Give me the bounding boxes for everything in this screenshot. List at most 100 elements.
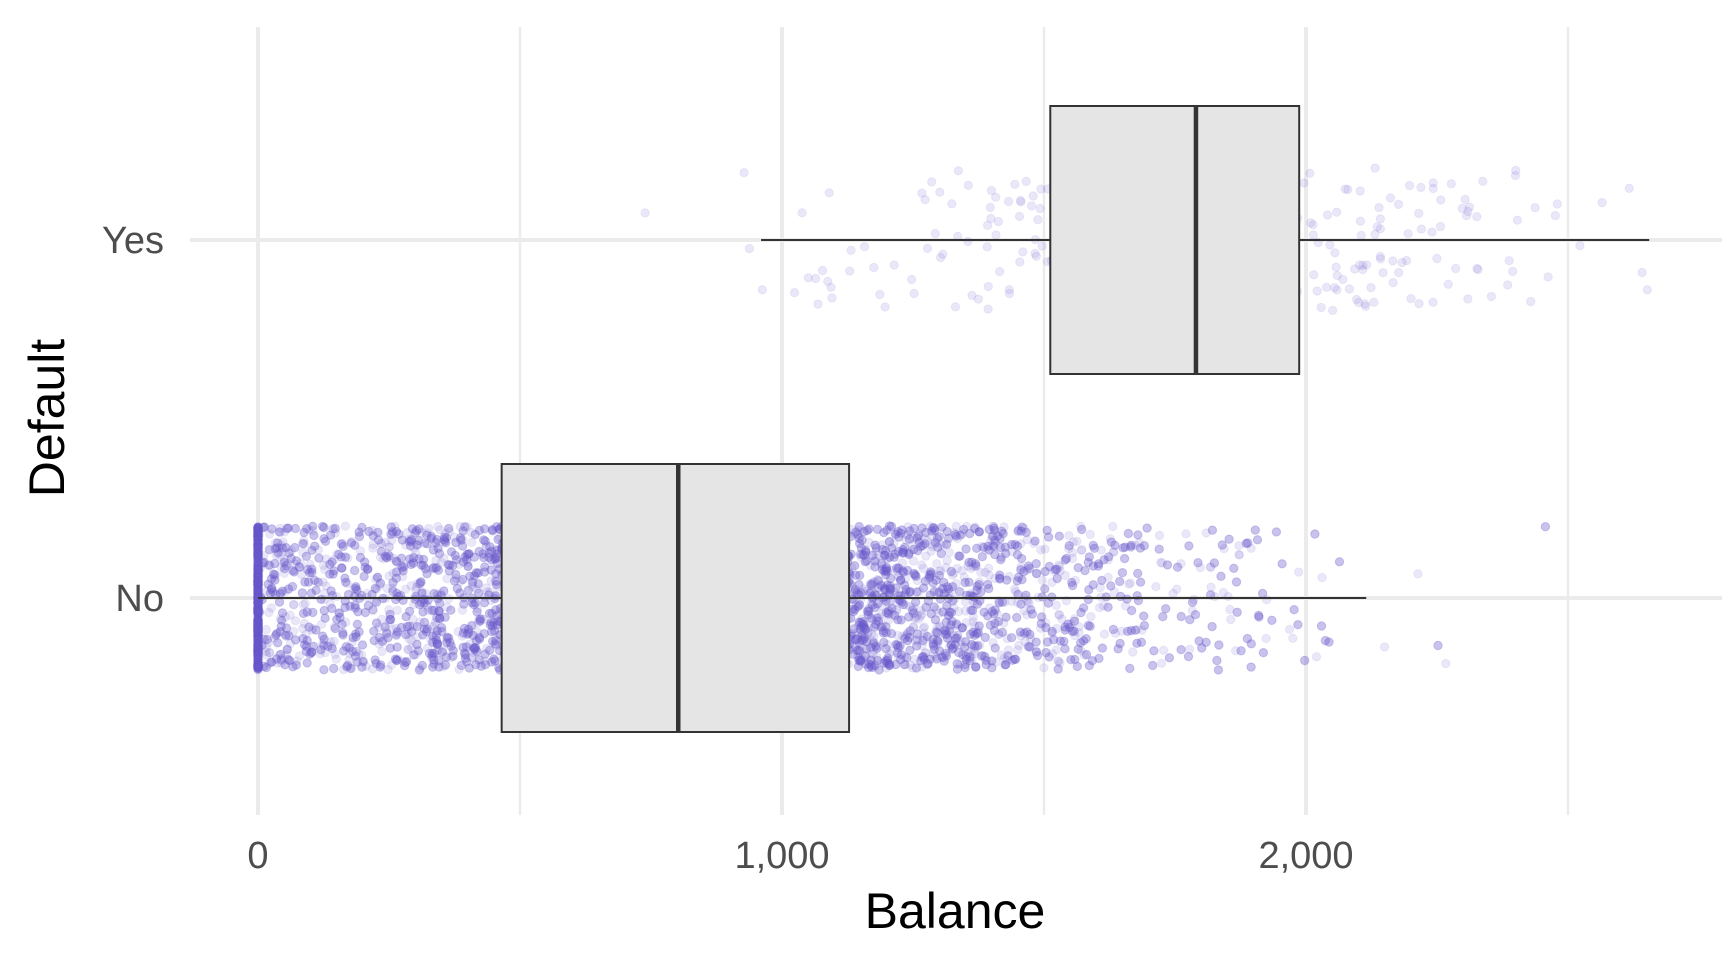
data-point (988, 638, 998, 648)
grid-layer (190, 27, 1722, 815)
data-point (887, 609, 897, 619)
data-point (281, 631, 291, 642)
data-point (1288, 633, 1298, 643)
data-point (422, 643, 433, 653)
data-point (951, 621, 961, 631)
data-point (868, 577, 878, 588)
data-point (1294, 567, 1304, 577)
data-point (858, 584, 869, 594)
data-point (253, 565, 263, 576)
data-point (908, 533, 918, 543)
data-point (441, 634, 452, 644)
data-point (1284, 624, 1295, 634)
data-point (999, 522, 1009, 532)
data-point (426, 635, 436, 645)
data-point (384, 605, 394, 615)
data-point (276, 552, 286, 562)
data-point (253, 626, 263, 636)
data-point (1103, 555, 1113, 565)
data-point (920, 648, 931, 658)
data-point (398, 656, 408, 666)
data-point (927, 541, 938, 552)
data-point (253, 627, 263, 637)
data-point (278, 653, 288, 663)
data-point (949, 528, 960, 538)
data-point (921, 551, 931, 561)
data-point (490, 544, 500, 555)
data-point (408, 614, 418, 624)
data-point (1311, 652, 1322, 662)
data-point (1151, 582, 1161, 592)
data-point (253, 633, 263, 643)
data-point (905, 660, 915, 670)
data-point (253, 647, 263, 657)
data-point (386, 660, 397, 670)
data-point (433, 521, 443, 532)
data-point (988, 540, 998, 551)
data-point (342, 578, 352, 589)
data-point (472, 627, 483, 637)
data-point (934, 566, 944, 576)
data-point (941, 587, 951, 598)
data-point (893, 630, 903, 641)
data-point (1230, 646, 1241, 656)
data-point (396, 560, 406, 571)
data-point (266, 603, 277, 613)
data-point (1219, 544, 1229, 554)
data-point (916, 560, 927, 570)
data-point (1060, 570, 1071, 581)
data-point (1156, 557, 1166, 568)
data-point (253, 561, 263, 571)
data-point (1094, 603, 1105, 613)
data-point (253, 601, 263, 611)
data-point (307, 625, 317, 635)
data-point (253, 575, 263, 585)
data-point (253, 629, 263, 639)
data-point (417, 527, 427, 538)
data-point (951, 521, 961, 532)
data-point (473, 618, 483, 628)
data-point (358, 656, 368, 666)
data-point (944, 547, 954, 558)
data-point (276, 562, 286, 572)
data-point (275, 614, 286, 624)
data-point (274, 650, 284, 660)
data-point (980, 567, 990, 578)
data-point (404, 634, 414, 644)
data-point (1379, 642, 1390, 652)
data-point (1001, 655, 1012, 665)
data-point (1014, 640, 1024, 651)
data-point (391, 623, 401, 634)
data-point (289, 559, 300, 569)
data-point (1441, 658, 1451, 669)
data-point (317, 639, 328, 649)
data-point (1014, 524, 1024, 535)
data-point (253, 643, 263, 653)
data-point (253, 629, 263, 640)
data-point (341, 617, 351, 627)
data-point (1037, 575, 1048, 586)
data-point (411, 582, 422, 593)
data-point (329, 555, 339, 565)
data-point (1181, 529, 1191, 539)
data-point (983, 544, 993, 554)
data-point (1070, 575, 1081, 586)
data-point (938, 584, 949, 595)
data-point (253, 560, 263, 570)
data-point (1016, 562, 1026, 572)
data-point (275, 523, 285, 533)
data-point (963, 561, 973, 571)
data-point (472, 568, 482, 579)
data-point (454, 664, 464, 675)
data-point (1261, 633, 1271, 644)
data-point (1158, 645, 1169, 655)
data-point (457, 605, 468, 615)
data-point (253, 570, 263, 581)
data-point (253, 608, 263, 618)
data-point (872, 652, 882, 663)
data-point (411, 585, 421, 596)
data-point (1130, 540, 1141, 551)
data-point (871, 553, 881, 563)
data-point (271, 550, 281, 560)
